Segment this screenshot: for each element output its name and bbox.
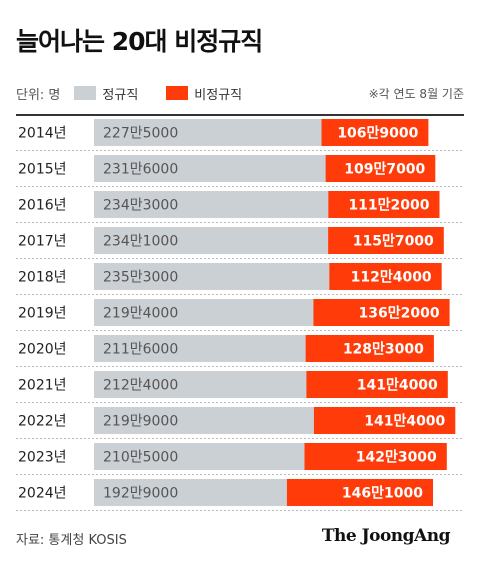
value-label-irregular: 146만1000 [342,486,423,502]
brand-logo: The JoongAng [321,526,451,546]
year-label: 2024년 [18,486,67,502]
value-label-regular: 219만4000 [103,306,178,322]
bar-irregular [306,371,448,398]
value-label-irregular: 141만4000 [364,414,445,430]
value-label-irregular: 141만4000 [357,378,438,394]
bar-irregular [304,443,447,470]
value-label-regular: 227만5000 [103,126,178,142]
value-label-regular: 211만6000 [103,342,178,358]
year-label: 2018년 [18,270,67,286]
bar-regular [94,443,305,470]
bar-irregular [325,155,436,182]
value-label-irregular: 111만2000 [348,198,429,214]
bar-regular [94,227,329,254]
legend-item-regular: 정규직 [74,84,138,103]
bar-irregular [321,119,429,146]
legend-item-irregular: 비정규직 [166,84,242,103]
unit-label: 단위: 명 [16,87,61,103]
year-label: 2022년 [18,414,67,430]
legend-swatch-regular [74,86,97,100]
value-label-regular: 210만5000 [103,450,178,466]
value-label-regular: 212만4000 [103,378,178,394]
value-label-regular: 231만6000 [103,162,178,178]
year-label: 2016년 [18,198,67,214]
legend-swatch-irregular [166,86,189,100]
chart-title: 늘어나는 20대 비정규직 [16,27,263,56]
bar-irregular [328,227,444,254]
value-label-regular: 192만9000 [103,486,178,502]
top-rule [16,114,464,116]
bar-regular [94,263,330,290]
bar-regular [94,479,287,506]
year-label: 2019년 [18,306,67,322]
bar-regular [94,407,314,434]
value-label-regular: 235만3000 [103,270,178,286]
value-label-regular: 234만3000 [103,198,178,214]
bar-regular [94,299,314,326]
legend-label-irregular: 비정규직 [194,87,243,103]
bar-regular [94,155,326,182]
value-label-regular: 219만9000 [103,414,178,430]
bar-irregular [329,263,442,290]
value-label-regular: 234만1000 [103,234,178,250]
value-label-irregular: 115만7000 [353,234,434,250]
bar-irregular [313,299,450,326]
bar-regular [94,119,322,146]
year-label: 2015년 [18,162,67,178]
year-label: 2020년 [18,342,67,358]
value-label-irregular: 136만2000 [359,306,440,322]
source-note: 자료: 통계청 KOSIS [16,533,127,548]
value-label-irregular: 109만7000 [344,162,425,178]
bar-irregular [313,407,456,434]
footnote: ※각 연도 8월 기준 [368,86,464,101]
bar-regular [94,191,329,218]
year-label: 2014년 [18,126,67,142]
value-label-irregular: 128만3000 [343,342,424,358]
year-label: 2017년 [18,234,67,250]
legend-label-regular: 정규직 [102,87,139,103]
value-label-irregular: 112만4000 [351,270,432,286]
bar-irregular [286,479,433,506]
bar-irregular [305,335,434,362]
stacked-bar-chart: 2014년 227만5000 106만9000 2015년 231만6000 109만70… [16,119,464,511]
value-label-irregular: 106만9000 [337,126,418,142]
value-label-irregular: 142만3000 [356,450,437,466]
year-label: 2023년 [18,450,67,466]
year-label: 2021년 [18,378,67,394]
legend: 단위: 명 정규직 비정규직 ※각 연도 8월 기준 [16,84,464,103]
bar-regular [94,371,307,398]
bar-regular [94,335,306,362]
bar-irregular [328,191,440,218]
